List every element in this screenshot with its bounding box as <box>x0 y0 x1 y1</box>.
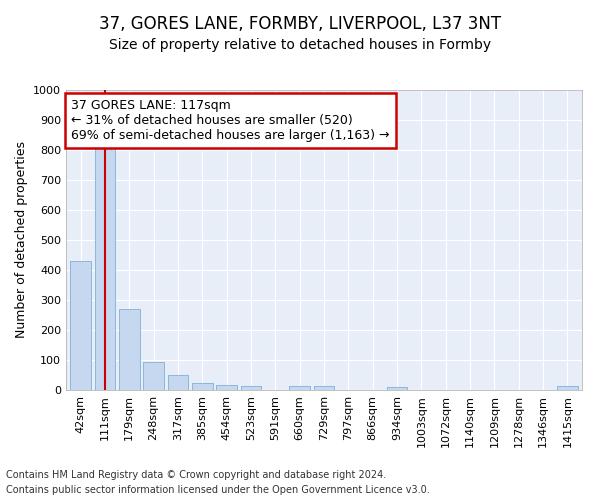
Y-axis label: Number of detached properties: Number of detached properties <box>14 142 28 338</box>
Bar <box>216 384 237 390</box>
Bar <box>386 387 407 390</box>
Bar <box>95 144 115 390</box>
Bar <box>314 386 334 390</box>
Bar <box>241 386 262 390</box>
Text: Size of property relative to detached houses in Formby: Size of property relative to detached ho… <box>109 38 491 52</box>
Text: 37 GORES LANE: 117sqm
← 31% of detached houses are smaller (520)
69% of semi-det: 37 GORES LANE: 117sqm ← 31% of detached … <box>71 99 389 142</box>
Bar <box>557 386 578 390</box>
Bar <box>70 261 91 390</box>
Bar <box>289 386 310 390</box>
Bar <box>167 375 188 390</box>
Text: 37, GORES LANE, FORMBY, LIVERPOOL, L37 3NT: 37, GORES LANE, FORMBY, LIVERPOOL, L37 3… <box>99 15 501 33</box>
Bar <box>143 362 164 390</box>
Text: Contains HM Land Registry data © Crown copyright and database right 2024.: Contains HM Land Registry data © Crown c… <box>6 470 386 480</box>
Text: Contains public sector information licensed under the Open Government Licence v3: Contains public sector information licen… <box>6 485 430 495</box>
Bar <box>192 382 212 390</box>
Bar <box>119 309 140 390</box>
